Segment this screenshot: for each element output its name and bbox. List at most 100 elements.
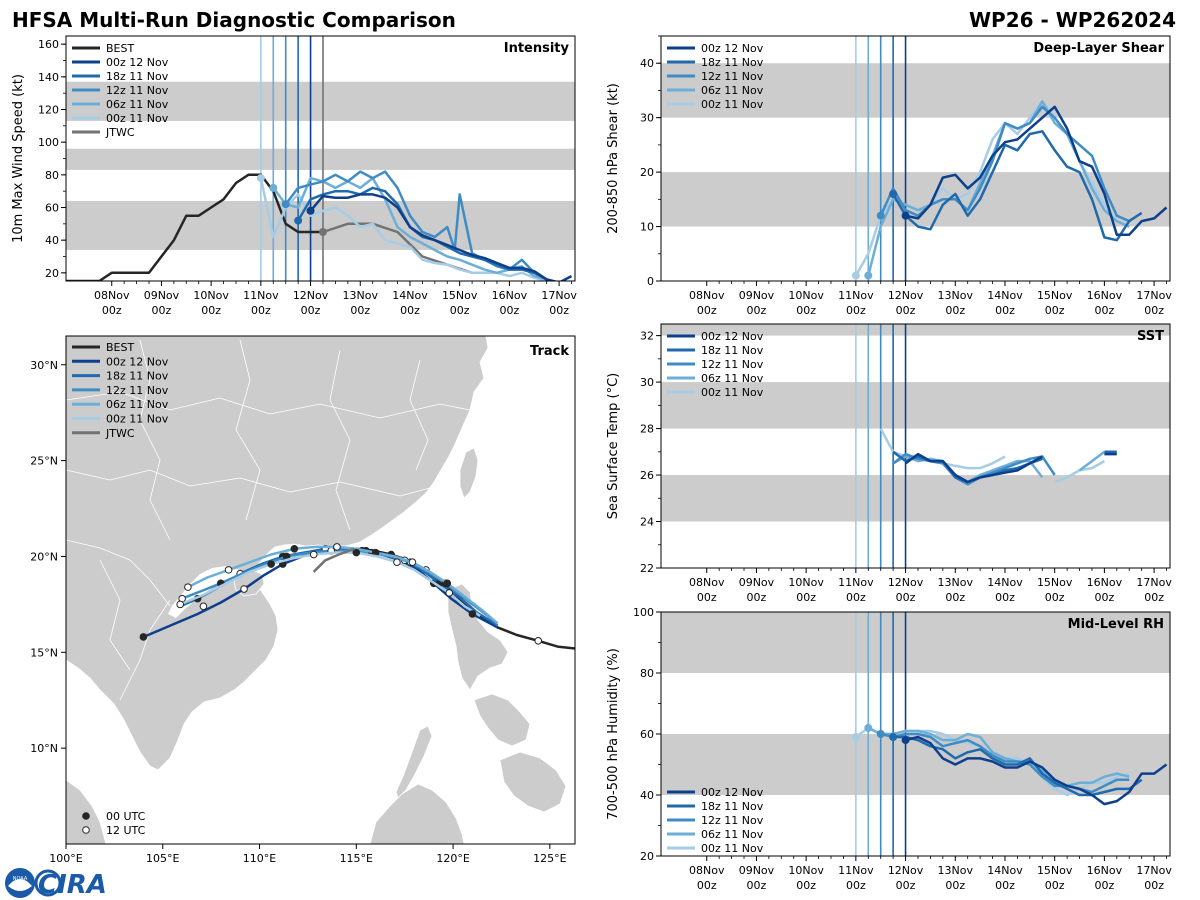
mindanao-island: [499, 751, 567, 813]
track-point-12utc: [199, 602, 208, 611]
shear-y-tick-label: 0: [647, 275, 654, 288]
sst-x-tick-hour: 00z: [1144, 591, 1164, 604]
rh-legend-label: 12z 11 Nov: [701, 814, 764, 827]
intensity-x-tick-hour: 00z: [102, 304, 122, 317]
track-legend-label: 06z 11 Nov: [106, 398, 169, 411]
sst-legend-label: 18z 11 Nov: [701, 344, 764, 357]
rh-y-tick-label: 40: [640, 789, 654, 802]
sst-legend-label: 12z 11 Nov: [701, 358, 764, 371]
track-legend-label: 12z 11 Nov: [106, 384, 169, 397]
track-point-12utc: [309, 550, 318, 559]
shear-x-tick-date: 15Nov: [1037, 289, 1073, 302]
intensity-series-line: [309, 193, 573, 281]
track-point-00utc: [290, 544, 299, 553]
shear-plot-body: [661, 36, 1170, 281]
rh-y-tick-label: 20: [640, 850, 654, 863]
track-panel-title: Track: [530, 344, 569, 359]
shear-x-tick-hour: 00z: [1144, 304, 1164, 317]
rh-legend-label: 18z 11 Nov: [701, 800, 764, 813]
track-x-tick-label: 105°E: [146, 852, 179, 865]
rh-x-tick-date: 15Nov: [1037, 864, 1073, 877]
sst-y-tick-label: 32: [640, 330, 654, 343]
intensity-x-tick-hour: 00z: [152, 304, 172, 317]
rh-legend-label: 00z 11 Nov: [701, 842, 764, 855]
intensity-shade-band: [66, 148, 575, 170]
rh-shade-band: [661, 612, 1170, 673]
sst-x-tick-hour: 00z: [796, 591, 816, 604]
track-y-tick-label: 30°N: [30, 359, 58, 372]
intensity-x-tick-hour: 00z: [450, 304, 470, 317]
intensity-panel-title: Intensity: [504, 41, 570, 56]
track-panel: 100°E 105°E 110°E 115°E 120°E 125°E 10°N 15°N 20…: [30, 335, 576, 865]
sst-y-tick-label: 30: [640, 376, 654, 389]
intensity-legend-label: 00z 11 Nov: [106, 112, 169, 125]
shear-x-tick-date: 13Nov: [938, 289, 974, 302]
rh-y-tick-label: 60: [640, 728, 654, 741]
shear-series-start-marker: [851, 271, 860, 280]
rh-x-tick-hour: 00z: [747, 879, 767, 892]
sst-shade-band: [661, 382, 1170, 429]
sst-x-tick-hour: 00z: [1045, 591, 1065, 604]
shear-y-axis-label: 200-850 hPa Shear (kt): [606, 83, 621, 234]
borneo-island: [369, 783, 465, 844]
track-point-12utc: [184, 583, 192, 591]
track-x-tick-label: 110°E: [243, 852, 276, 865]
rh-x-tick-date: 13Nov: [938, 864, 974, 877]
shear-series-line: [905, 105, 1168, 236]
rh-x-tick-hour: 00z: [846, 879, 866, 892]
track-y-tick-label: 15°N: [30, 646, 58, 659]
rh-x-tick-date: 14Nov: [987, 864, 1023, 877]
track-x-tick-label: 125°E: [533, 852, 566, 865]
track-point-12utc: [240, 585, 248, 593]
intensity-series-start-marker: [318, 228, 327, 236]
shear-shade-band: [661, 63, 1170, 118]
sst-x-tick-date: 14Nov: [987, 576, 1023, 589]
storm-id-title: WP26 - WP262024: [969, 8, 1176, 32]
sst-y-tick-label: 24: [640, 516, 654, 529]
rh-x-tick-hour: 00z: [896, 879, 916, 892]
sst-x-tick-date: 16Nov: [1087, 576, 1123, 589]
intensity-x-tick-date: 08Nov: [94, 289, 130, 302]
intensity-x-tick-hour: 00z: [301, 304, 321, 317]
sst-legend-label: 06z 11 Nov: [701, 372, 764, 385]
shear-x-tick-hour: 00z: [1045, 304, 1065, 317]
shear-legend-label: 12z 11 Nov: [701, 70, 764, 83]
shear-frame: [660, 35, 1171, 282]
sst-x-tick-hour: 00z: [896, 591, 916, 604]
sst-plot-area: [661, 324, 1170, 568]
intensity-shade-band: [66, 81, 575, 121]
shear-x-tick-hour: 00z: [796, 304, 816, 317]
track-legend-label: 00z 12 Nov: [106, 355, 169, 368]
intensity-legend-label: BEST: [106, 42, 134, 55]
track-legend-label: 00z 11 Nov: [106, 413, 169, 426]
sst-y-tick-label: 28: [640, 423, 654, 436]
shear-x-tick-hour: 00z: [896, 304, 916, 317]
intensity-x-tick-date: 16Nov: [492, 289, 528, 302]
shear-panel: 0 10 20 30 40 08Nov 00z 09Nov 00z 10Nov 00z 11Nov 00…: [606, 35, 1172, 317]
track-x-tick-label: 120°E: [436, 852, 469, 865]
intensity-plot-body: [66, 36, 575, 281]
rh-x-tick-hour: 00z: [1144, 879, 1164, 892]
track-line: [187, 545, 499, 625]
shear-x-tick-hour: 00z: [846, 304, 866, 317]
intensity-y-tick-label: 40: [45, 234, 59, 247]
palawan-island: [395, 725, 433, 799]
shear-x-tick-date: 16Nov: [1087, 289, 1123, 302]
intensity-y-axis-label: 10m Max Wind Speed (kt): [11, 74, 26, 243]
track-point-12utc: [176, 600, 184, 609]
intensity-series-start-marker: [294, 216, 303, 225]
sst-x-tick-date: 11Nov: [838, 576, 874, 589]
taiwan-island: [459, 447, 479, 499]
rh-x-tick-date: 10Nov: [788, 864, 824, 877]
shear-x-tick-date: 10Nov: [788, 289, 824, 302]
sst-x-tick-date: 08Nov: [689, 576, 725, 589]
intensity-series-start-marker: [269, 183, 278, 192]
sst-x-tick-date: 09Nov: [739, 576, 775, 589]
sst-panel-title: SST: [1137, 329, 1164, 344]
track-point-12utc: [408, 558, 417, 567]
rh-y-tick-label: 80: [640, 667, 654, 680]
sst-x-tick-date: 17Nov: [1136, 576, 1172, 589]
rh-x-tick-date: 08Nov: [689, 864, 725, 877]
rh-panel: 20 40 60 80 100 08Nov 00z 09Nov 00z 10Nov 00z 11Nov…: [606, 606, 1172, 892]
